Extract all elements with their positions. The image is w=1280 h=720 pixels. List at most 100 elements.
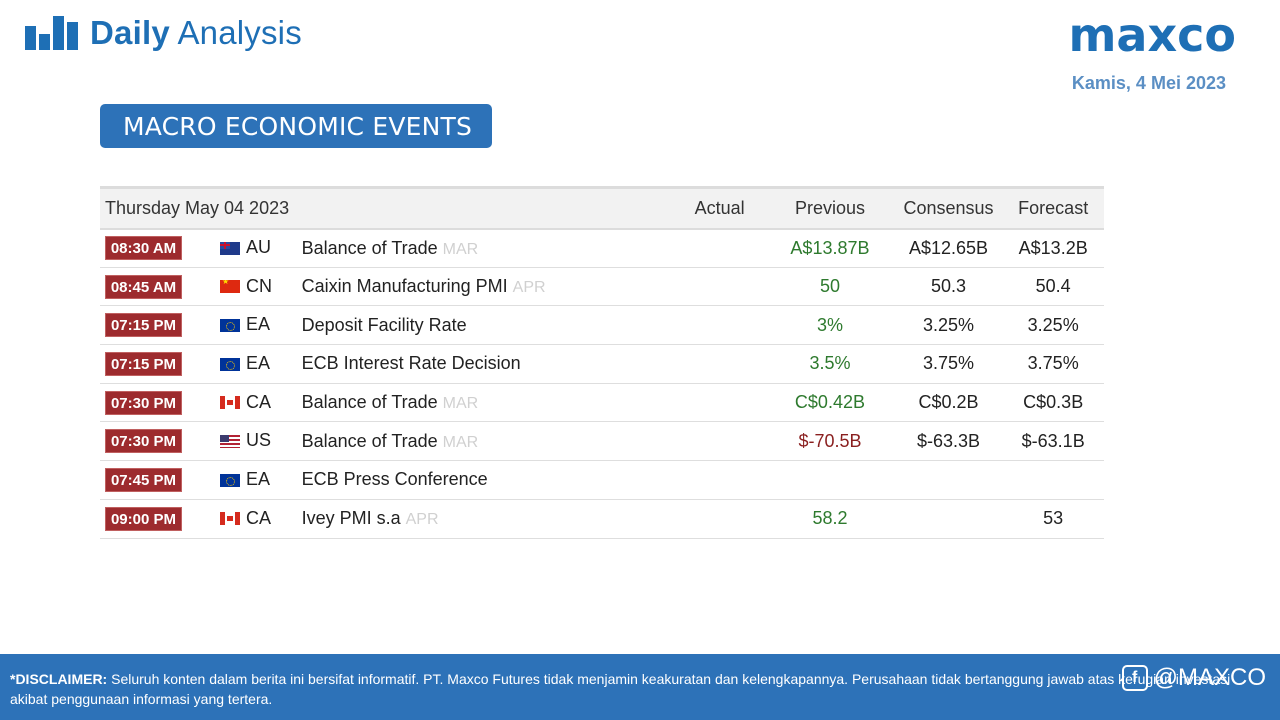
event-name: ECB Interest Rate Decision bbox=[301, 353, 521, 374]
previous-value: 58.2 bbox=[812, 508, 848, 529]
previous-value: 3.5% bbox=[809, 353, 851, 374]
event-period: APR bbox=[405, 511, 439, 529]
bar-chart-icon bbox=[25, 16, 78, 50]
time-badge: 07:30 PM bbox=[105, 429, 182, 454]
table-header-row: Thursday May 04 2023 Actual Previous Con… bbox=[100, 187, 1104, 229]
country-cell: AU bbox=[182, 237, 271, 257]
social-handle[interactable]: f @MAXCO bbox=[1121, 664, 1266, 692]
actual-value bbox=[674, 267, 765, 306]
consensus-value: 3.75% bbox=[922, 353, 975, 374]
country-code: CN bbox=[246, 275, 272, 296]
actual-value bbox=[674, 306, 765, 345]
consensus-value: A$12.65B bbox=[908, 237, 989, 258]
event-name: Balance of Trade bbox=[301, 392, 438, 413]
previous-value: 50 bbox=[819, 276, 840, 297]
forecast-value: $-63.1B bbox=[1021, 430, 1085, 451]
event-name: Balance of Trade bbox=[301, 237, 438, 258]
maxco-logo: maxco bbox=[1068, 8, 1236, 62]
consensus-value: $-63.3B bbox=[916, 430, 981, 451]
event-period: APR bbox=[512, 279, 546, 297]
event-header-spacer bbox=[296, 188, 674, 229]
event-cell: ECB Interest Rate Decision bbox=[296, 345, 674, 384]
previous-value: C$0.42B bbox=[794, 392, 865, 413]
ca-flag-icon bbox=[220, 512, 240, 526]
consensus-value bbox=[895, 499, 1003, 538]
forecast-value: 3.75% bbox=[1027, 353, 1079, 374]
country-code: EA bbox=[246, 352, 271, 373]
event-period: MAR bbox=[442, 433, 479, 451]
page-title: Daily Analysis bbox=[90, 14, 302, 52]
au-flag-icon bbox=[220, 241, 240, 255]
eu-flag-icon bbox=[220, 318, 240, 332]
time-badge: 07:15 PM bbox=[105, 351, 182, 376]
country-code: CA bbox=[246, 507, 272, 528]
consensus-value: 50.3 bbox=[930, 276, 967, 297]
events-table: Thursday May 04 2023 Actual Previous Con… bbox=[100, 186, 1104, 539]
forecast-value: 50.4 bbox=[1035, 276, 1071, 297]
country-cell: EA bbox=[182, 314, 270, 334]
country-cell: CN bbox=[182, 276, 272, 296]
time-badge: 08:30 AM bbox=[105, 236, 182, 261]
table-row[interactable]: 07:15 PM EA Deposit Facility Rate 3% 3.25% 3.… bbox=[100, 306, 1104, 345]
event-name: Deposit Facility Rate bbox=[301, 314, 467, 335]
previous-value: A$13.87B bbox=[790, 237, 870, 258]
table-row[interactable]: 07:30 PM CA Balance of Trade MAR C$0.42B C$0.… bbox=[100, 383, 1104, 422]
event-cell: Balance of Trade MAR bbox=[296, 422, 674, 461]
forecast-value: A$13.2B bbox=[1018, 237, 1088, 258]
actual-value bbox=[674, 345, 765, 384]
previous-value bbox=[765, 461, 894, 500]
event-period: MAR bbox=[442, 240, 479, 258]
event-cell: Balance of Trade MAR bbox=[296, 383, 674, 422]
consensus-value: C$0.2B bbox=[918, 392, 979, 413]
time-cell: 07:30 PM US bbox=[100, 422, 296, 461]
title-light: Analysis bbox=[177, 14, 302, 51]
title-strong: Daily bbox=[90, 14, 170, 51]
table-row[interactable]: 07:45 PM EA ECB Press Conference bbox=[100, 461, 1104, 500]
event-name: Ivey PMI s.a bbox=[301, 508, 401, 529]
time-badge: 07:15 PM bbox=[105, 313, 182, 338]
table-row[interactable]: 07:15 PM EA ECB Interest Rate Decision 3.5%… bbox=[100, 345, 1104, 384]
actual-value bbox=[674, 499, 765, 538]
forecast-value: C$0.3B bbox=[1023, 392, 1084, 413]
country-code: AU bbox=[246, 237, 272, 258]
facebook-icon: f bbox=[1121, 665, 1148, 691]
event-name: ECB Press Conference bbox=[301, 469, 488, 490]
forecast-value: 3.25% bbox=[1027, 314, 1079, 335]
country-code: EA bbox=[246, 314, 271, 335]
ca-flag-icon bbox=[220, 396, 240, 410]
event-cell: Caixin Manufacturing PMI APR bbox=[296, 267, 674, 306]
time-cell: 08:45 AM CN bbox=[100, 267, 296, 306]
country-code: US bbox=[246, 430, 272, 451]
event-cell: Ivey PMI s.a APR bbox=[296, 499, 674, 538]
consensus-value: 3.25% bbox=[922, 314, 975, 335]
col-forecast: Forecast bbox=[1018, 197, 1089, 218]
col-consensus: Consensus bbox=[903, 197, 994, 218]
us-flag-icon bbox=[220, 435, 240, 449]
actual-value bbox=[674, 422, 765, 461]
actual-value bbox=[674, 229, 765, 268]
eu-flag-icon bbox=[220, 357, 240, 371]
event-cell: Deposit Facility Rate bbox=[296, 306, 674, 345]
forecast-value: 53 bbox=[1043, 508, 1064, 529]
previous-value: 3% bbox=[816, 314, 843, 335]
table-row[interactable]: 07:30 PM US Balance of Trade MAR $-70.5B $-63… bbox=[100, 422, 1104, 461]
actual-value bbox=[674, 383, 765, 422]
table-row[interactable]: 09:00 PM CA Ivey PMI s.a APR 58.2 53 bbox=[100, 499, 1104, 538]
event-period: MAR bbox=[442, 395, 479, 413]
table-row[interactable]: 08:30 AM AU Balance of Trade MAR A$13.87B A$1… bbox=[100, 228, 1104, 268]
country-cell: CA bbox=[182, 392, 271, 412]
event-name: Caixin Manufacturing PMI bbox=[301, 276, 508, 297]
previous-value: $-70.5B bbox=[798, 430, 862, 451]
time-cell: 07:45 PM EA bbox=[100, 461, 296, 500]
events-body: 08:30 AM AU Balance of Trade MAR A$13.87B A$1… bbox=[100, 228, 1104, 538]
country-code: EA bbox=[246, 468, 271, 489]
event-name: Balance of Trade bbox=[301, 430, 438, 451]
event-cell: ECB Press Conference bbox=[296, 461, 674, 500]
actual-value bbox=[674, 461, 765, 500]
time-cell: 07:30 PM CA bbox=[100, 383, 296, 422]
forecast-value bbox=[1002, 461, 1104, 500]
time-cell: 07:15 PM EA bbox=[100, 345, 296, 384]
disclaimer-text: Seluruh konten dalam berita ini bersifat… bbox=[10, 671, 1231, 707]
time-badge: 07:30 PM bbox=[105, 390, 182, 415]
